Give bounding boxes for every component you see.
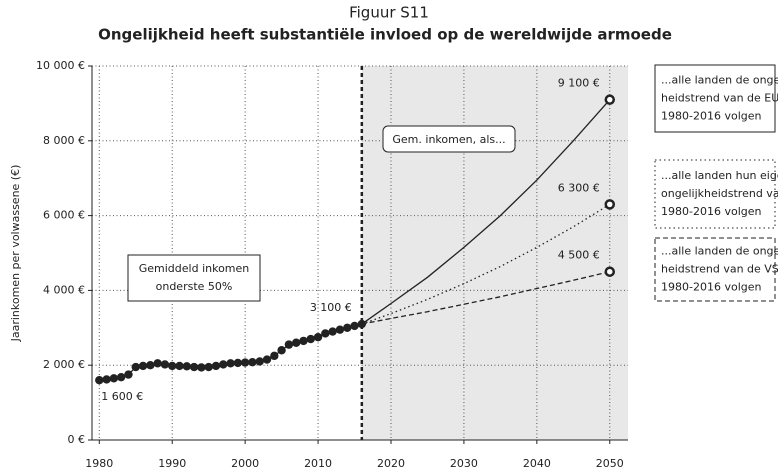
marker: [306, 334, 315, 344]
y-tick-label: 4 000 €: [43, 283, 85, 296]
marker: [270, 351, 279, 361]
marker: [109, 374, 119, 383]
marker: [240, 358, 250, 367]
legend-label: ...alle landen de ongelijk-heidstrend va…: [661, 245, 778, 294]
x-tick-label: 2050: [596, 457, 624, 470]
marker: [189, 362, 199, 372]
legend-label: ...alle landen de ongelijk-heidstrend va…: [661, 74, 778, 123]
y-tick-label: 8 000 €: [43, 134, 85, 147]
marker: [233, 358, 243, 368]
value-label: 3 100 €: [310, 301, 352, 314]
value-label: 9 100 €: [558, 77, 600, 90]
y-tick-label: 6 000 €: [43, 209, 85, 222]
value-label: 4 500 €: [558, 249, 600, 262]
marker: [204, 362, 213, 372]
legend-box: [654, 159, 776, 229]
marker: [219, 360, 228, 369]
marker: [182, 362, 192, 371]
marker: [248, 358, 257, 367]
marker: [168, 361, 177, 371]
series-line: [361, 203, 611, 325]
series-line: [361, 271, 610, 325]
marker: [95, 375, 104, 385]
marker: [291, 338, 301, 347]
y-tick-label: 0 €: [68, 433, 86, 446]
marker: [138, 361, 148, 371]
marker: [226, 359, 235, 368]
x-tick-label: 2020: [377, 457, 405, 470]
x-tick-label: 2010: [304, 457, 332, 470]
x-tick-label: 1980: [85, 457, 113, 470]
end-marker: [604, 266, 616, 277]
marker: [357, 319, 367, 329]
marker: [277, 346, 286, 355]
marker: [299, 336, 308, 346]
marker: [313, 332, 323, 342]
legend-box: [654, 64, 776, 133]
marker: [321, 329, 330, 338]
y-tick-label: 10 000 €: [36, 59, 85, 72]
marker: [335, 325, 345, 334]
series-line: [361, 99, 611, 325]
marker: [343, 323, 352, 332]
end-marker: [604, 94, 616, 105]
marker: [197, 363, 206, 372]
marker: [255, 357, 264, 366]
chart-title: Figuur S11: [349, 4, 429, 22]
marker: [350, 321, 359, 331]
x-tick-label: 2030: [450, 457, 478, 470]
marker: [102, 375, 111, 384]
x-tick-label: 2040: [523, 457, 551, 470]
marker: [153, 359, 162, 368]
y-axis-label: Jaarinkomen per volwassene (€): [9, 165, 22, 343]
marker: [175, 361, 184, 371]
x-tick-label: 2000: [231, 457, 259, 470]
marker: [160, 360, 170, 369]
value-label: 6 300 €: [558, 181, 600, 194]
marker: [328, 327, 337, 336]
annotation-box: [382, 125, 516, 153]
legend-label: ...alle landen hun eigen ongelijkheidstre…: [661, 169, 778, 218]
value-label: 1 600 €: [101, 390, 143, 403]
y-tick-label: 2 000 €: [43, 358, 85, 371]
marker: [146, 361, 155, 370]
chart-subtitle: Ongelijkheid heeft substantiële invloed …: [98, 26, 672, 44]
end-marker: [604, 199, 616, 210]
marker: [131, 362, 140, 372]
x-tick-label: 1990: [158, 457, 186, 470]
legend-box: [127, 254, 261, 302]
marker: [211, 361, 221, 371]
marker: [116, 372, 126, 382]
marker: [262, 355, 272, 364]
annotation: Gem. inkomen, als...: [392, 133, 505, 146]
marker: [124, 370, 133, 379]
legend-label: Gemiddeld inkomen onderste 50%: [139, 262, 250, 293]
marker: [284, 340, 294, 349]
legend-box: [654, 237, 776, 302]
